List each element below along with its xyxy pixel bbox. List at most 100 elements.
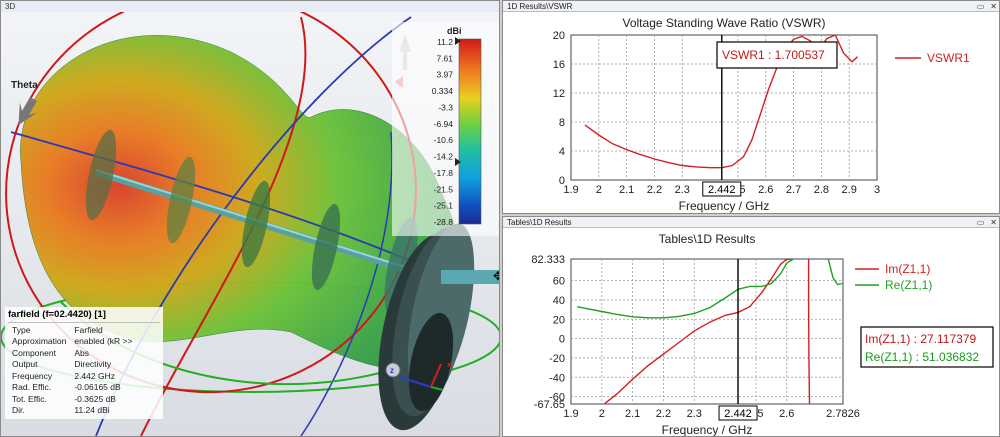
x-tick-label: 2.6 [779, 408, 794, 420]
info-value: 2.442 GHz [74, 370, 115, 381]
colorbar-ticks: 11.2 7.61 3.97 0.334 -3.3 -6.94 -10.6 -14.2 -17.… [432, 37, 454, 227]
maximize-icon[interactable]: ▭ [976, 218, 985, 227]
axes-triad: z x [385, 360, 452, 391]
x-tick-label: 2 [599, 408, 605, 420]
y-tick-label: 12 [553, 88, 565, 100]
info-key: Dir. [12, 405, 25, 415]
marker-label-box [702, 181, 742, 197]
colorbar-tick-label: 3.97 [436, 70, 453, 80]
y-tick-label: 8 [559, 117, 565, 129]
x-tick-label: 2.3 [687, 408, 702, 420]
y-tick-label: -67.65 [534, 399, 565, 411]
info-value: Abs [74, 347, 89, 358]
colorbar-tick-label: -10.6 [434, 135, 454, 145]
marker-x-label: 2.442 [724, 408, 752, 420]
info-row: Output Directivity [8, 359, 136, 371]
y-tick-label: 0 [559, 334, 565, 346]
farfield-info-box: farfield (f=02.4420) [1] Type Farfield App… [5, 307, 163, 419]
legend-label: Re(Z1,1) [885, 278, 932, 292]
y-tick-label: -40 [549, 372, 565, 384]
maximize-icon[interactable]: ▭ [976, 2, 985, 11]
close-icon[interactable]: ✕ [990, 218, 997, 227]
marker-annotation: VSWR1 : 1.700537 [722, 48, 825, 62]
y-tick-label: 20 [553, 314, 565, 326]
x-tick-label: 2.7826 [826, 408, 860, 420]
close-icon[interactable]: ✕ [990, 2, 997, 11]
legend-label: Im(Z1,1) [885, 262, 930, 276]
info-row: Type Farfield [8, 325, 136, 337]
y-tick-label: 4 [559, 146, 565, 158]
tables-window-title: Tables\1D Results ▭ ✕ [503, 217, 999, 228]
x-axis-label: Frequency / GHz [679, 199, 770, 213]
x-tick-label: 2.1 [625, 408, 640, 420]
y-tick-label: 0 [559, 175, 565, 187]
x-tick-label: 1.9 [563, 408, 578, 420]
colorbar-tick-label: -21.5 [434, 184, 454, 194]
marker-annotation: Re(Z1,1) : 51.036832 [865, 350, 979, 364]
colorbar-tick-label: -25.1 [434, 201, 454, 211]
chart-title: Voltage Standing Wave Ratio (VSWR) [623, 16, 826, 30]
marker-label-box [718, 405, 758, 421]
info-row: Frequency 2.442 GHz [8, 371, 136, 383]
marker-x-label: 2.442 [708, 184, 736, 196]
vswr-window[interactable]: 1D Results\VSWR ▭ ✕ Voltage Standing Wave… [502, 0, 1000, 214]
impedance-chart[interactable]: Tables\1D Results1.922.12.22.32.52.62.78… [503, 229, 999, 437]
colorbar-unit: dBi [447, 26, 462, 36]
info-key: Component [12, 347, 56, 358]
colorbar [458, 38, 482, 225]
x-tick-label: 2.2 [647, 184, 662, 196]
legend-label: VSWR1 [927, 51, 970, 65]
info-value: -0.3625 dB [74, 393, 116, 404]
colorbar-tick-label: 11.2 [437, 37, 453, 47]
y-tick-label: -60 [549, 392, 565, 404]
series-line [577, 259, 794, 319]
theta-axis-label: Theta [11, 80, 38, 91]
colorbar-tick-label: 0.334 [432, 86, 454, 96]
y-tick-label: 16 [553, 59, 565, 71]
series-line [604, 259, 793, 404]
x-tick-label: 2.6 [758, 184, 773, 196]
info-value: enabled (kR >> [74, 336, 133, 346]
colorbar-tick-label: -17.8 [434, 168, 454, 178]
colorbar-tick-label: -14.2 [434, 152, 454, 162]
svg-text:x: x [447, 360, 452, 369]
info-row: Approximation enabled (kR >> [8, 336, 136, 348]
info-key: Type [12, 324, 31, 335]
vswr-chart[interactable]: Voltage Standing Wave Ratio (VSWR) 1.9 2 2.… [503, 13, 999, 214]
x-tick-label: 2.1 [619, 184, 634, 196]
farfield-3d-view[interactable]: 3D [0, 0, 500, 437]
info-key: Approximation [12, 336, 67, 346]
plot-area [570, 258, 844, 405]
series-line [827, 259, 843, 286]
info-key: Tot. Effic. [12, 393, 47, 404]
info-value: Farfield [74, 324, 103, 335]
marker-annotation: Im(Z1,1) : 27.117379 [865, 332, 976, 346]
info-row: Component Abs [8, 348, 136, 360]
tables-window[interactable]: Tables\1D Results ▭ ✕ Tables\1D Results 1.… [502, 216, 1000, 437]
info-row: Rad. Effic. -0.06165 dB [8, 382, 136, 394]
vswr-window-title: 1D Results\VSWR ▭ ✕ [503, 1, 999, 12]
farfield-info-table: Type Farfield Approximation enabled (kR >> C… [8, 325, 136, 417]
x-tick-label: 2.3 [675, 184, 690, 196]
y-tick-label: 40 [553, 295, 565, 307]
colorbar-tick-label: -6.94 [434, 119, 454, 129]
info-key: Frequency [12, 370, 53, 381]
farfield-info-header: farfield (f=02.4420) [1] [8, 309, 160, 323]
colorbar-tick-label: -3.3 [438, 102, 453, 112]
x-tick-label: 2.8 [814, 184, 829, 196]
chart-title: Tables\1D Results [659, 232, 756, 246]
x-tick-label: 2.2 [656, 408, 671, 420]
info-key: Output [12, 359, 38, 369]
farfield-plot[interactable]: Theta dBi 11.2 7.61 3.97 0.334 -3.3 -6.94 -10.… [1, 12, 499, 436]
svg-text:✥: ✥ [493, 269, 499, 283]
x-axis-label: Frequency / GHz [662, 423, 753, 437]
y-tick-label: 82.333 [531, 254, 565, 266]
y-tick-label: 60 [553, 276, 565, 288]
view3d-title: 3D [1, 1, 499, 12]
x-tick-label: 2 [596, 184, 602, 196]
x-tick-label: 1.9 [563, 184, 578, 196]
series-line [807, 259, 811, 404]
info-row: Tot. Effic. -0.3625 dB [8, 394, 136, 406]
colorbar-tick-label: -28.8 [434, 217, 454, 227]
y-tick-label: 20 [553, 30, 565, 42]
